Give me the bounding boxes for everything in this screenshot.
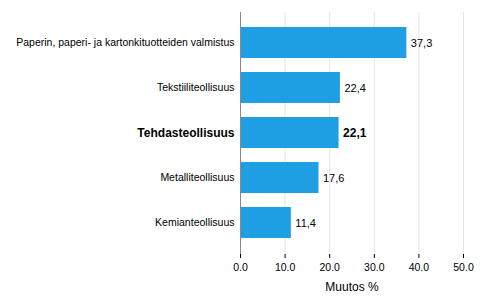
svg-text:40.0: 40.0 xyxy=(409,261,430,273)
svg-text:30.0: 30.0 xyxy=(364,261,385,273)
svg-text:20.0: 20.0 xyxy=(319,261,340,273)
svg-text:Kemianteollisuus: Kemianteollisuus xyxy=(155,216,234,228)
svg-text:0.0: 0.0 xyxy=(233,261,248,273)
svg-text:22,1: 22,1 xyxy=(343,126,367,140)
svg-text:Tekstiiliteollisuus: Tekstiiliteollisuus xyxy=(157,81,235,93)
svg-text:11,4: 11,4 xyxy=(295,217,316,229)
svg-text:22,4: 22,4 xyxy=(344,82,365,94)
svg-text:Tehdasteollisuus: Tehdasteollisuus xyxy=(137,126,234,140)
svg-text:50.0: 50.0 xyxy=(453,261,474,273)
svg-text:Muutos %: Muutos % xyxy=(325,280,379,294)
svg-text:Metalliteollisuus: Metalliteollisuus xyxy=(160,171,234,183)
svg-text:37,3: 37,3 xyxy=(411,37,432,49)
svg-text:Paperin, paperi- ja kartonkitu: Paperin, paperi- ja kartonkituotteiden v… xyxy=(16,36,234,48)
svg-text:17,6: 17,6 xyxy=(323,172,344,184)
svg-text:10.0: 10.0 xyxy=(275,261,296,273)
